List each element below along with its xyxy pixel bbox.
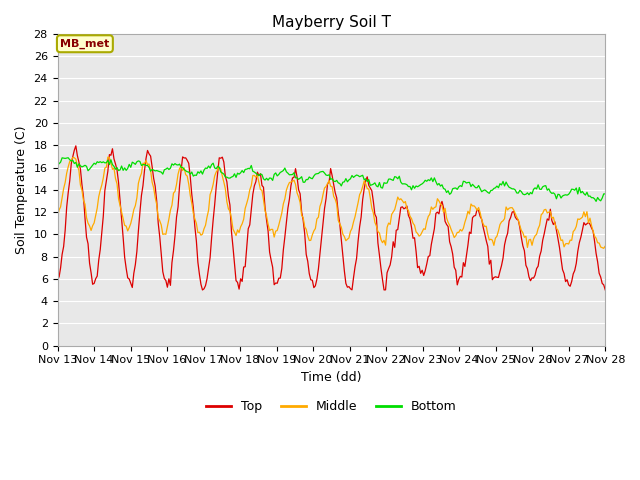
Top (238, 278, 246, 284)
Middle (54, 215, 61, 220)
Title: Mayberry Soil T: Mayberry Soil T (272, 15, 391, 30)
Y-axis label: Soil Temperature (C): Soil Temperature (C) (15, 126, 28, 254)
Top (602, 287, 609, 293)
Bottom (592, 199, 600, 204)
Top (220, 159, 228, 165)
Middle (122, 223, 130, 229)
Line: Middle: Middle (58, 157, 605, 248)
Text: MB_met: MB_met (60, 38, 109, 49)
Line: Bottom: Bottom (58, 158, 605, 202)
Bottom (602, 191, 609, 197)
Middle (218, 173, 226, 179)
Middle (600, 245, 607, 251)
Line: Top: Top (58, 146, 605, 290)
Middle (295, 194, 303, 200)
Middle (104, 154, 112, 160)
Top (296, 191, 304, 197)
X-axis label: Time (dd): Time (dd) (301, 371, 362, 384)
Top (198, 287, 206, 293)
Top (574, 249, 582, 254)
Middle (602, 243, 609, 249)
Bottom (122, 168, 130, 173)
Middle (237, 224, 244, 230)
Bottom (246, 166, 253, 172)
Bottom (54, 158, 61, 164)
Middle (572, 224, 580, 229)
Top (54, 274, 61, 280)
Bottom (295, 177, 303, 182)
Bottom (237, 170, 244, 176)
Legend: Top, Middle, Bottom: Top, Middle, Bottom (201, 396, 462, 419)
Top (72, 143, 79, 149)
Top (248, 206, 255, 212)
Bottom (218, 170, 226, 176)
Bottom (65, 155, 72, 161)
Bottom (572, 185, 580, 191)
Top (122, 265, 130, 271)
Middle (246, 187, 253, 192)
